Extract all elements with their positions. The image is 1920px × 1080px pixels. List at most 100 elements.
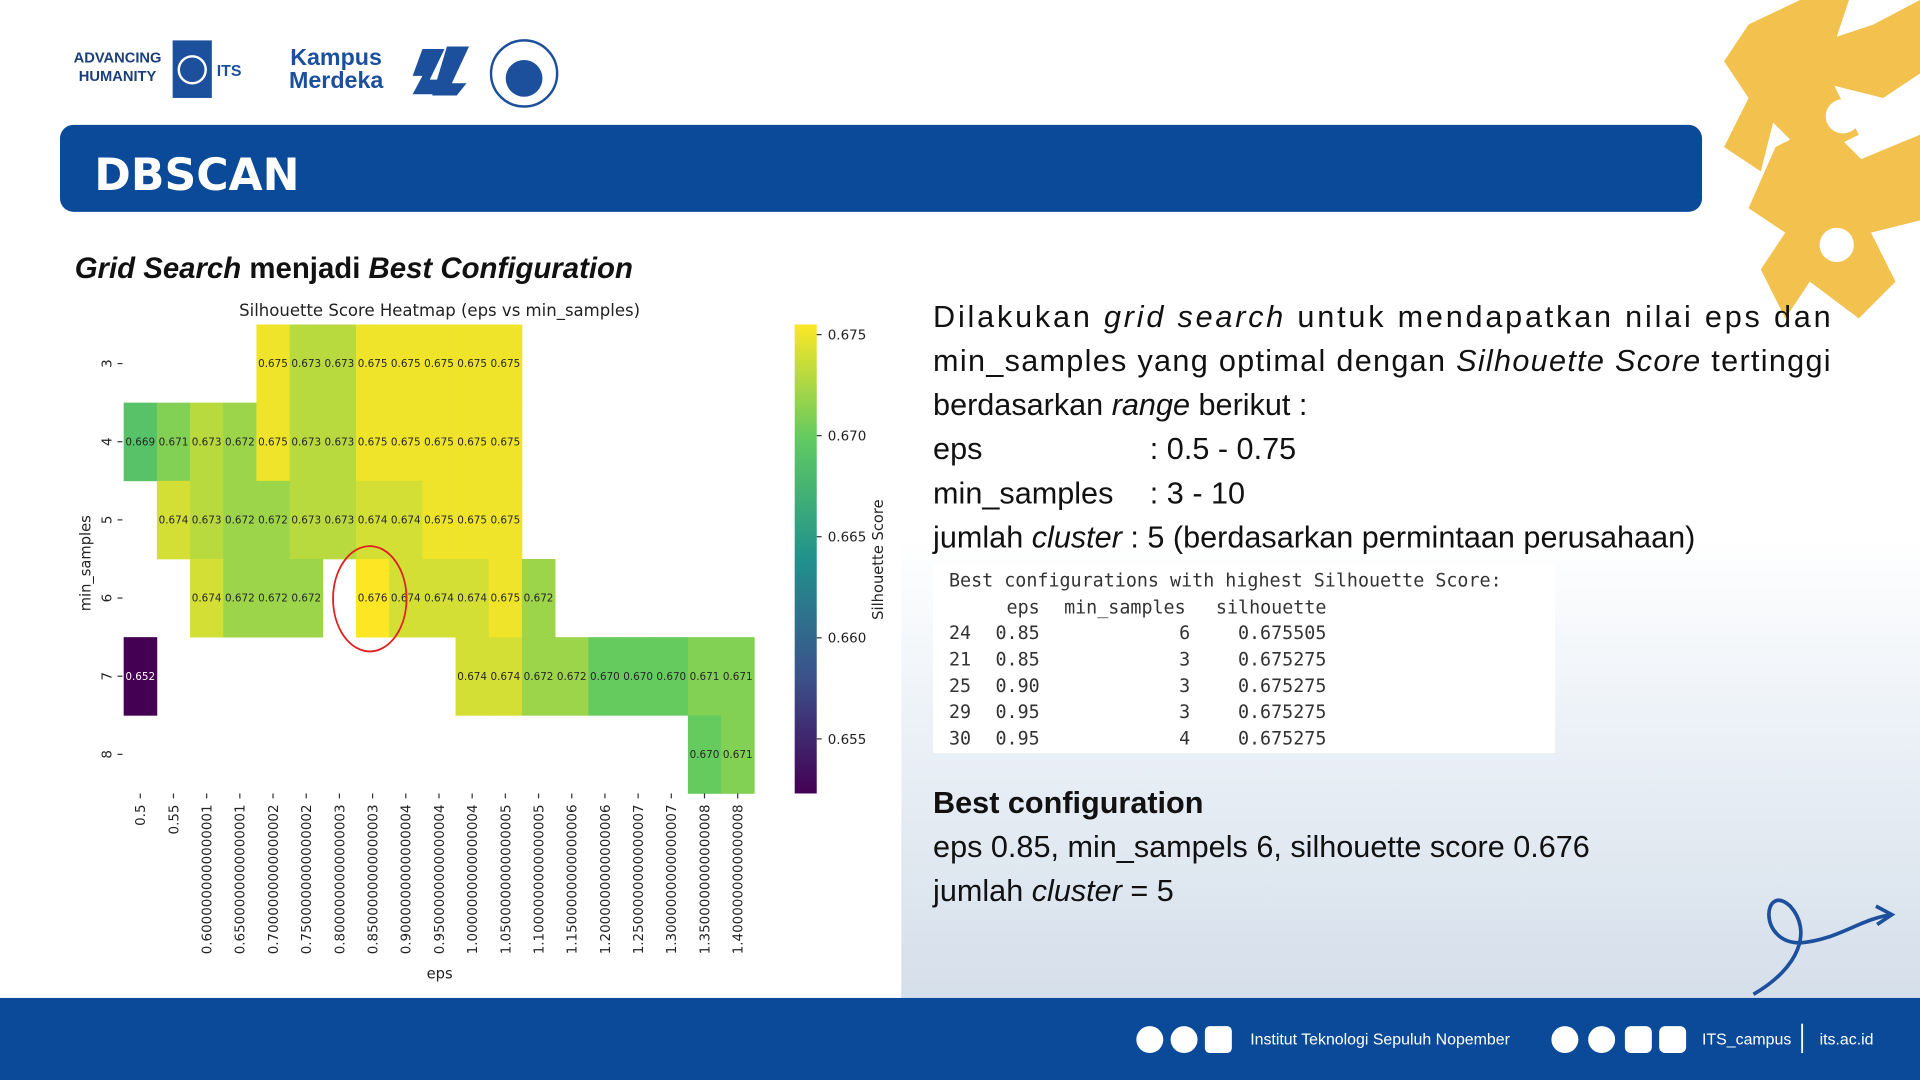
output-cell: 0.675275: [1238, 676, 1326, 697]
social-icon[interactable]: [1551, 1026, 1579, 1054]
colorbar-tick-label: 0.660: [828, 632, 867, 647]
heatmap-cell: [455, 637, 490, 716]
cell-value-label: 0.671: [723, 671, 753, 683]
cell-value-label: 0.672: [258, 593, 288, 605]
heatmap-cell: [322, 480, 357, 560]
cell-value-label: 0.672: [291, 593, 321, 605]
cell-value-label: 0.673: [291, 515, 321, 527]
description-line: jumlah cluster : 5 (berdasarkan perminta…: [932, 520, 1695, 554]
heatmap-cell: [455, 324, 490, 404]
text-part: jumlah: [932, 520, 1032, 554]
cell-value-label: 0.673: [291, 358, 321, 370]
output-background: [933, 563, 1556, 754]
social-icon[interactable]: [1136, 1026, 1164, 1054]
footer-handle[interactable]: ITS_campus: [1702, 1031, 1791, 1048]
heatmap-cell: [422, 402, 456, 482]
heatmap-cell: [455, 402, 490, 482]
heatmap-cell: [488, 480, 523, 560]
x-tick-label: 0.55: [167, 804, 182, 834]
output-column-header: silhouette: [1216, 597, 1327, 618]
output-cell: 24: [949, 623, 971, 644]
cell-value-label: 0.670: [590, 671, 620, 683]
text-part: untuk mendapatkan nilai eps dan: [1286, 300, 1830, 334]
x-tick-label: 0.8000000000000003: [333, 804, 348, 954]
description-line: berdasarkan range berikut :: [933, 388, 1307, 422]
social-icon[interactable]: [1659, 1026, 1687, 1054]
heatmap-cell: [389, 402, 423, 482]
footer-divider: [1801, 1023, 1804, 1054]
heatmap-cell: [190, 480, 224, 560]
cell-value-label: 0.675: [424, 515, 454, 527]
output-title: Best configurations with highest Silhoue…: [949, 571, 1502, 592]
output-cell: 6: [1179, 623, 1190, 644]
cell-value-label: 0.672: [258, 515, 288, 527]
output-cell: 0.675275: [1238, 728, 1326, 749]
logo-text: ADVANCING: [74, 50, 162, 66]
heatmap-cell: [256, 558, 290, 638]
output-cell: 0.95: [996, 702, 1040, 723]
output-cell: 30: [949, 728, 971, 749]
output-cell: 0.85: [996, 623, 1040, 644]
cell-value-label: 0.674: [358, 515, 388, 527]
output-cell: 25: [949, 676, 971, 697]
cell-value-label: 0.673: [192, 515, 222, 527]
param-value: : 3 - 10: [1150, 476, 1245, 510]
social-icon[interactable]: [1588, 1026, 1616, 1054]
y-axis-label: min_samples: [78, 515, 95, 611]
cell-value-label: 0.673: [291, 436, 321, 448]
heatmap-cell: [322, 324, 357, 404]
social-icon[interactable]: [1624, 1026, 1652, 1054]
x-tick-label: 1.1000000000000005: [532, 804, 547, 954]
cell-value-label: 0.672: [557, 671, 587, 683]
cell-value-label: 0.675: [490, 593, 520, 605]
cell-value-label: 0.674: [490, 671, 520, 683]
logo-mark: [412, 46, 469, 96]
y-tick-label: 5: [100, 516, 115, 525]
social-icon[interactable]: [1170, 1026, 1198, 1054]
cell-value-label: 0.671: [723, 749, 753, 761]
heatmap-cell: [455, 480, 490, 560]
y-tick-label: 3: [100, 359, 115, 368]
heatmap-cell: [322, 402, 357, 482]
cell-value-label: 0.675: [358, 436, 388, 448]
x-tick-label: 1.2000000000000006: [599, 804, 614, 954]
cell-value-label: 0.674: [457, 671, 487, 683]
x-tick-label: 0.7000000000000002: [267, 804, 282, 954]
x-tick-label: 1.1500000000000006: [566, 804, 581, 954]
cell-value-label: 0.675: [424, 436, 454, 448]
heatmap-cell: [555, 637, 589, 716]
heatmap-cell: [123, 637, 158, 716]
output-table: Best configurations with highest Silhoue…: [949, 571, 1502, 750]
colorbar-tick-label: 0.665: [828, 531, 867, 546]
cell-value-label: 0.675: [258, 436, 288, 448]
colorbar-tick-label: 0.670: [828, 430, 867, 445]
output-cell: 3: [1179, 650, 1190, 671]
cell-value-label: 0.672: [524, 671, 554, 683]
x-tick-label: 0.9500000000000004: [433, 804, 448, 954]
heatmap-cell: [289, 480, 324, 560]
subtitle-part: Best Configuration: [369, 252, 633, 285]
heatmap-cell: [156, 480, 191, 560]
heatmap-cell: [289, 402, 324, 482]
heatmap-cell: [687, 715, 722, 794]
x-tick-label: 1.0000000000000004: [466, 804, 481, 954]
heatmap-cell: [190, 402, 224, 482]
heatmap-cell: [289, 324, 324, 404]
cell-value-label: 0.675: [457, 436, 487, 448]
x-tick-label: 0.5: [134, 804, 149, 825]
x-tick-label: 1.4000000000000008: [732, 804, 747, 954]
text-part: tertinggi: [1702, 344, 1831, 378]
header-bar: [60, 124, 1703, 212]
x-axis-label: eps: [427, 965, 453, 982]
cell-value-label: 0.676: [358, 593, 388, 605]
cell-value-label: 0.675: [358, 358, 388, 370]
output-cell: 0.675505: [1238, 623, 1326, 644]
footer-site[interactable]: its.ac.id: [1820, 1031, 1874, 1048]
text-part: cluster: [1032, 520, 1124, 554]
logo-text: Kampus: [290, 44, 382, 70]
output-column-header: eps: [1007, 597, 1040, 618]
param-name: eps: [933, 432, 982, 466]
social-icon[interactable]: [1204, 1026, 1232, 1054]
text-part: berikut :: [1190, 388, 1307, 422]
